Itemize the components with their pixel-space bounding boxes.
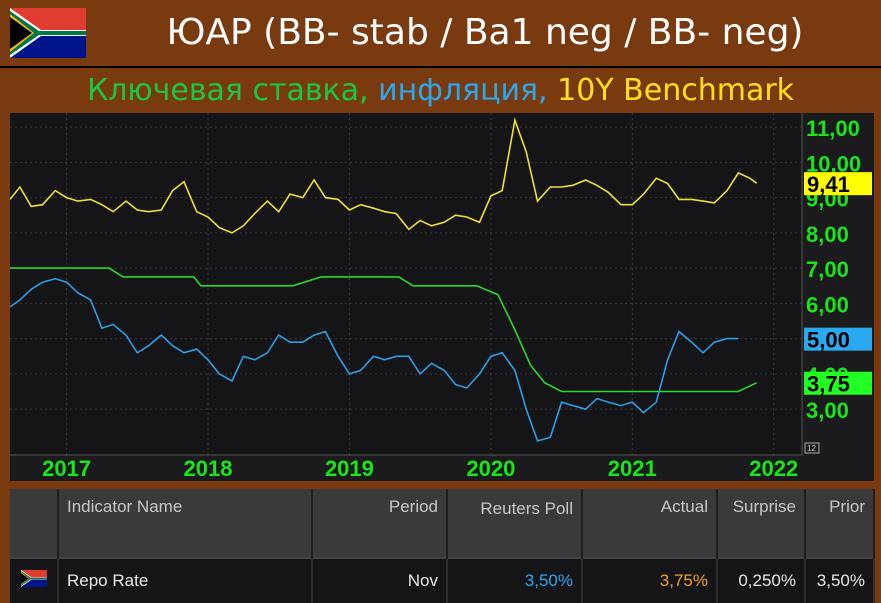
table-header-row: Indicator Name Period Reuters Poll Actua… (10, 489, 875, 558)
plot-area (10, 113, 802, 455)
x-tick-label: 2018 (184, 456, 233, 481)
subtitle-rate: Ключевая ставка, (86, 73, 379, 108)
x-tick-label: 2017 (42, 456, 91, 481)
y-tick-label: 11,00 (806, 116, 860, 141)
last-value-tag-bond (804, 172, 872, 196)
row-poll: 3,50% (447, 557, 583, 603)
corner-label: 12 (807, 444, 816, 453)
x-tick-label: 2019 (325, 456, 374, 481)
chart-svg: 3,004,005,006,007,008,009,0010,0011,0020… (9, 113, 874, 481)
row-indicator-name: Repo Rate (58, 557, 313, 603)
chart: 3,004,005,006,007,008,009,0010,0011,0020… (9, 113, 874, 481)
x-tick-label: 2022 (749, 456, 798, 481)
y-tick-label: 7,00 (806, 257, 849, 282)
south-africa-flag-icon (20, 570, 47, 587)
header-prior[interactable]: Prior (805, 489, 875, 558)
table-row[interactable]: Repo Rate Nov 3,50% 3,75% 0,250% 3,50% (10, 557, 875, 603)
subtitle: Ключевая ставка, инфляция, 10Y Benchmark (0, 66, 881, 114)
x-tick-label: 2020 (466, 456, 515, 481)
subtitle-bond: 10Y Benchmark (557, 73, 795, 108)
header-indicator[interactable]: Indicator Name (58, 489, 313, 558)
row-surprise: 0,250% (717, 557, 806, 603)
y-tick-label: 3,00 (806, 398, 849, 423)
last-value-label-inflation: 5,00 (807, 328, 850, 353)
header-poll[interactable]: Reuters Poll (447, 489, 583, 558)
row-flag-cell (10, 557, 59, 603)
last-value-tag-inflation (804, 327, 872, 351)
row-prior: 3,50% (805, 557, 875, 603)
south-africa-flag-icon (10, 8, 86, 58)
last-value-label-bond: 9,41 (807, 172, 850, 197)
y-tick-label: 6,00 (806, 292, 849, 317)
header: ЮАР (BB- stab / Ba1 neg / BB- neg) (0, 0, 881, 66)
row-period: Nov (312, 557, 448, 603)
header-actual[interactable]: Actual (582, 489, 718, 558)
header-surprise[interactable]: Surprise (717, 489, 806, 558)
header-period[interactable]: Period (312, 489, 448, 558)
header-flag (10, 489, 59, 558)
series-line-inflation (9, 277, 739, 442)
y-tick-label: 8,00 (806, 222, 849, 247)
series-line-bond (9, 117, 758, 234)
last-value-tag-rate (804, 371, 872, 395)
series-line-rate (10, 267, 758, 393)
row-actual: 3,75% (582, 557, 718, 603)
indicator-table: Indicator Name Period Reuters Poll Actua… (10, 489, 875, 603)
corner-box (804, 442, 820, 454)
last-value-label-rate: 3,75 (807, 372, 850, 397)
x-tick-label: 2021 (608, 456, 657, 481)
page-title: ЮАР (BB- stab / Ba1 neg / BB- neg) (166, 12, 804, 53)
subtitle-inflation: инфляция, (378, 73, 558, 108)
